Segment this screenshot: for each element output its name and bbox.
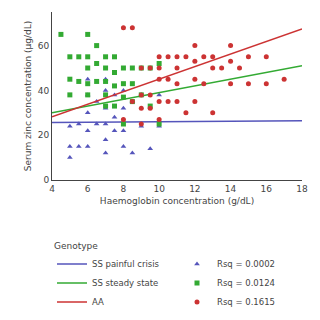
svg-text:20: 20 <box>38 130 50 140</box>
svg-text:4: 4 <box>49 184 55 194</box>
svg-text:60: 60 <box>38 41 50 51</box>
svg-text:Rsq = 0.0124: Rsq = 0.0124 <box>217 278 275 288</box>
svg-text:40: 40 <box>38 86 50 96</box>
svg-text:Rsq = 0.1615: Rsq = 0.1615 <box>217 297 275 307</box>
svg-text:AA: AA <box>92 297 104 307</box>
svg-text:Rsq = 0.0002: Rsq = 0.0002 <box>217 259 275 269</box>
svg-text:6: 6 <box>85 184 91 194</box>
svg-text:8: 8 <box>121 184 127 194</box>
svg-text:10: 10 <box>153 184 165 194</box>
svg-text:18: 18 <box>296 184 308 194</box>
svg-text:SS painful crisis: SS painful crisis <box>92 259 160 269</box>
svg-text:0: 0 <box>43 175 49 185</box>
svg-text:12: 12 <box>189 184 200 194</box>
svg-text:16: 16 <box>261 184 273 194</box>
svg-text:Genotype: Genotype <box>54 242 98 252</box>
svg-text:SS steady state: SS steady state <box>92 278 158 288</box>
svg-text:Haemoglobin concentration (g/d: Haemoglobin concentration (g/dL) <box>100 196 254 206</box>
svg-text:14: 14 <box>225 184 237 194</box>
svg-text:Serum zinc concentration (µg/d: Serum zinc concentration (µg/dL) <box>23 21 33 171</box>
